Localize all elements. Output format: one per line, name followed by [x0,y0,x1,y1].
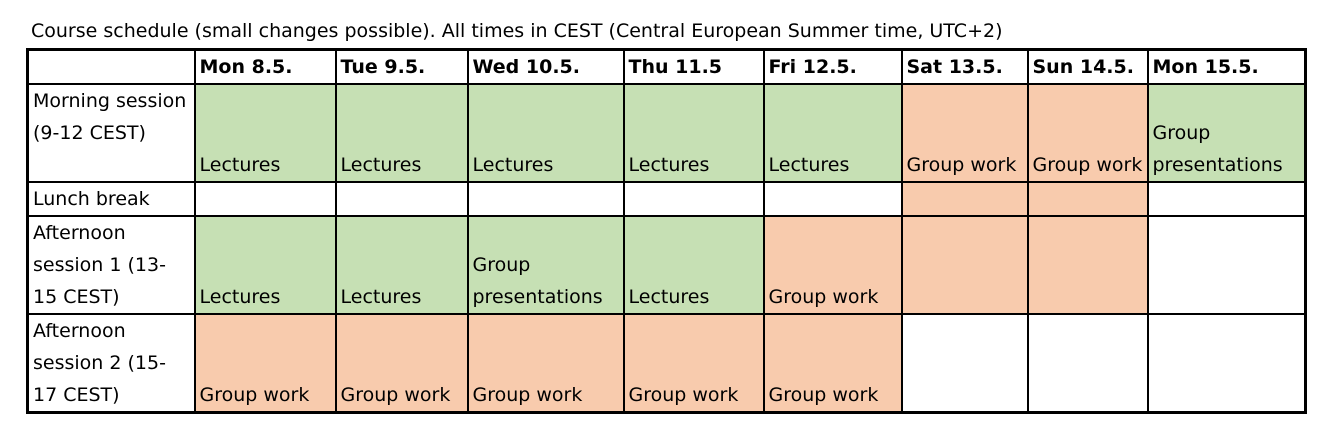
schedule-cell: Group presentations [466,215,625,315]
schedule-cell [1026,215,1149,315]
schedule-row: Morning session (9-12 CEST) Lectures Lec… [26,83,1307,183]
row-label: Afternoon session 1 (13-15 CEST) [26,215,196,315]
schedule-cell: Lectures [193,83,337,183]
schedule-caption: Course schedule (small changes possible)… [31,20,1003,42]
schedule-cell: Lectures [762,83,903,183]
schedule-cell [622,181,765,217]
schedule-cell: Group work [193,313,337,414]
day-header: Mon 8.5. [193,48,337,85]
schedule-row: Lunch break [26,181,1307,217]
schedule-cell [1146,215,1307,315]
schedule-cell: Lectures [334,215,469,315]
schedule-cell [466,181,625,217]
day-header: Sat 13.5. [900,48,1029,85]
schedule-cell [762,181,903,217]
schedule-row: Afternoon session 1 (13-15 CEST) Lecture… [26,215,1307,315]
schedule-cell [900,313,1029,414]
schedule-cell: Group work [1026,83,1149,183]
schedule-cell: Group work [622,313,765,414]
corner-cell [26,48,196,85]
schedule-cell: Group presentations [1146,83,1307,183]
schedule-cell: Group work [334,313,469,414]
day-header: Sun 14.5. [1026,48,1149,85]
header-row: Mon 8.5. Tue 9.5. Wed 10.5. Thu 11.5 Fri… [26,48,1307,85]
day-header: Tue 9.5. [334,48,469,85]
schedule-cell: Lectures [622,215,765,315]
row-label: Afternoon session 2 (15-17 CEST) [26,313,196,414]
row-label: Lunch break [26,181,196,217]
schedule-cell [1146,181,1307,217]
day-header: Thu 11.5 [622,48,765,85]
schedule-cell [1026,313,1149,414]
schedule-table: Mon 8.5. Tue 9.5. Wed 10.5. Thu 11.5 Fri… [26,48,1307,414]
schedule-cell: Lectures [466,83,625,183]
schedule-cell [334,181,469,217]
schedule-cell [193,181,337,217]
schedule-cell: Group work [900,83,1029,183]
day-header: Fri 12.5. [762,48,903,85]
schedule-cell [1026,181,1149,217]
schedule-cell: Lectures [334,83,469,183]
schedule-row: Afternoon session 2 (15-17 CEST) Group w… [26,313,1307,414]
schedule-cell [900,181,1029,217]
schedule-cell: Lectures [193,215,337,315]
day-header: Wed 10.5. [466,48,625,85]
schedule-cell [900,215,1029,315]
schedule-cell: Group work [762,313,903,414]
schedule-cell [1146,313,1307,414]
schedule-cell: Group work [762,215,903,315]
schedule-cell: Group work [466,313,625,414]
day-header: Mon 15.5. [1146,48,1307,85]
schedule-cell: Lectures [622,83,765,183]
row-label: Morning session (9-12 CEST) [26,83,196,183]
